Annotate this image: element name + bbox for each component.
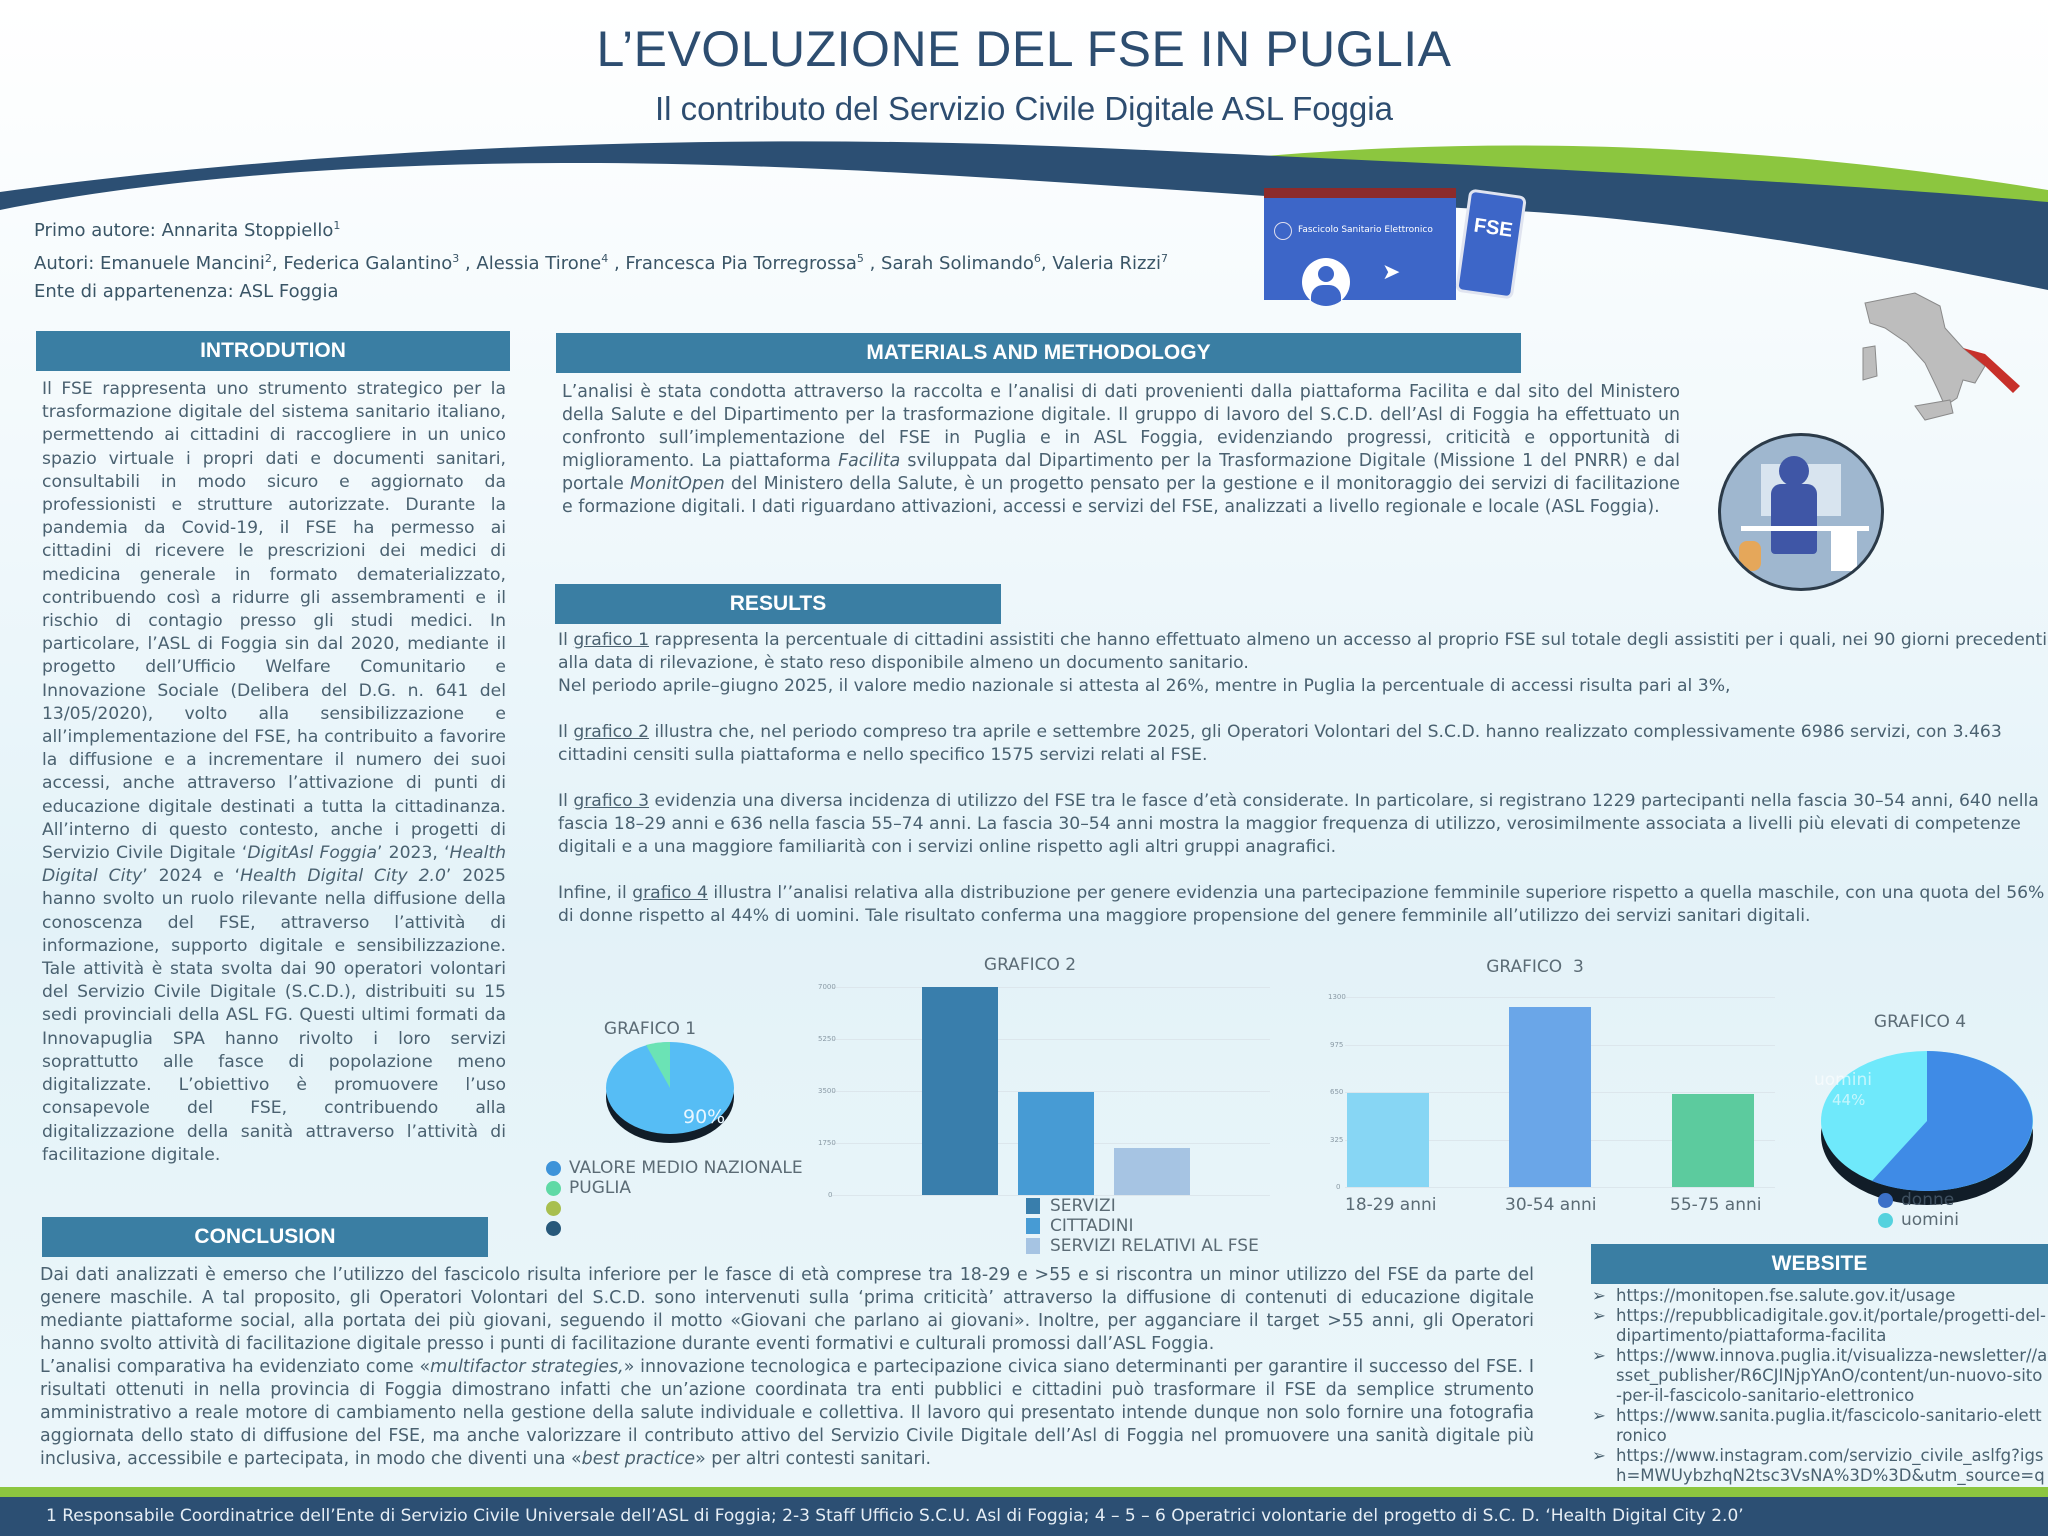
- chart-2-title: GRAFICO 2: [983, 955, 1077, 975]
- chart-2-legend: SERVIZI CITTADINI SERVIZI RELATIVI AL FS…: [1026, 1196, 1259, 1256]
- website-link-repubblicadigitale[interactable]: ➢ https://repubblicadigitale.gov.it/porta…: [1592, 1306, 2047, 1345]
- results-paragraph-1: Il grafico 1 rappresenta la percentuale …: [558, 630, 2048, 673]
- results-text: Il grafico 1 rappresenta la percentuale …: [558, 630, 2048, 926]
- svg-text:uomini: uomini: [1814, 1070, 1872, 1090]
- x-label-18-29: 18-29 anni: [1345, 1195, 1437, 1215]
- chart-grafico-1: GRAFICO 1 90% VALORE MEDIO NAZIONALE PUG…: [540, 1015, 820, 1245]
- italy-map-image: [1862, 292, 2020, 421]
- bar-30-54: [1509, 1007, 1591, 1187]
- header-wave-decoration: [0, 141, 2048, 290]
- bar-servizi: [922, 987, 998, 1195]
- legend-item-servizi-fse: SERVIZI RELATIVI AL FSE: [1026, 1236, 1259, 1256]
- chart-4-title: GRAFICO 4: [1873, 1012, 1967, 1032]
- legend-item-empty-1: [546, 1198, 803, 1218]
- bar-servizi-fse: [1114, 1148, 1190, 1195]
- svg-text:90%: 90%: [683, 1106, 725, 1128]
- phone-image: FSE: [1455, 188, 1527, 300]
- results-paragraph-4: Infine, il grafico 4 illustra l’’analisi…: [558, 883, 2045, 926]
- fse-illustration: Fascicolo Sanitario Elettronico ➤ FSE: [1262, 184, 1537, 326]
- footer-green-band: [0, 1487, 2048, 1497]
- website-list: ➢ https://monitopen.fse.salute.gov.it/usa…: [1592, 1286, 2048, 1487]
- bar-18-29: [1347, 1093, 1429, 1187]
- results-paragraph-3: Il grafico 3 evidenzia una diversa incid…: [558, 791, 2039, 857]
- chart-3-title: GRAFICO 3: [1486, 957, 1584, 977]
- conclusion-heading: CONCLUSION: [42, 1217, 488, 1257]
- poster-title: L’EVOLUZIONE DEL FSE IN PUGLIA: [596, 21, 1452, 77]
- website-link-monitopen[interactable]: ➢ https://monitopen.fse.salute.gov.it/usa…: [1592, 1286, 1956, 1305]
- chart-4-legend: donne uomini: [1878, 1190, 1959, 1230]
- introduction-text: Il FSE rappresenta uno strumento strateg…: [42, 379, 506, 1165]
- bar-55-75: [1672, 1094, 1754, 1187]
- legend-item-servizi: SERVIZI: [1026, 1196, 1259, 1216]
- window-label: Fascicolo Sanitario Elettronico: [1298, 225, 1433, 235]
- results-heading: RESULTS: [555, 584, 1001, 624]
- chart-1-legend: VALORE MEDIO NAZIONALE PUGLIA: [546, 1158, 803, 1238]
- pie-chart-1: 90%: [606, 1041, 734, 1143]
- grafico-4-link[interactable]: grafico 4: [632, 883, 708, 903]
- browser-window-image: Fascicolo Sanitario Elettronico ➤: [1264, 188, 1456, 306]
- bar-cittadini: [1018, 1092, 1094, 1195]
- legend-item-donne: donne: [1878, 1190, 1959, 1210]
- cursor-icon: ➤: [1382, 260, 1401, 285]
- first-author: Primo autore: Annarita Stoppiello1: [34, 219, 341, 241]
- x-label-30-54: 30-54 anni: [1505, 1195, 1597, 1215]
- website-link-innovapuglia[interactable]: ➢ https://www.innova.puglia.it/visualizza…: [1592, 1346, 2048, 1405]
- pie-chart-4: uomini 44%: [1814, 1051, 2033, 1205]
- grafico-1-link[interactable]: grafico 1: [573, 630, 650, 650]
- footer-affiliations: 1 Responsabile Coordinatrice dell’Ente d…: [0, 1497, 2048, 1536]
- x-label-55-75: 55-75 anni: [1670, 1195, 1762, 1215]
- user-avatar-icon: [1302, 258, 1350, 306]
- legend-item-cittadini: CITTADINI: [1026, 1216, 1259, 1236]
- poster-subtitle: Il contributo del Servizio Civile Digita…: [655, 90, 1393, 127]
- legend-item-valore-medio: VALORE MEDIO NAZIONALE: [546, 1158, 803, 1178]
- chart-grafico-4: GRAFICO 4 uomini 44% donne uomini: [1800, 1005, 2048, 1245]
- methodology-text: L’analisi è stata condotta attraverso la…: [562, 382, 1680, 517]
- chart-grafico-3: GRAFICO 3 1300 975 650 325 0 18-29 anni …: [1315, 955, 1775, 1225]
- results-paragraph-2: Il grafico 2 illustra che, nel periodo c…: [558, 722, 2002, 765]
- website-heading: WEBSITE: [1591, 1244, 2048, 1284]
- methodology-heading: MATERIALS AND METHODOLOGY: [556, 333, 1521, 373]
- author-list: Autori: Emanuele Mancini2, Federica Gala…: [34, 252, 1168, 274]
- chart-1-title: GRAFICO 1: [603, 1019, 697, 1039]
- svg-text:44%: 44%: [1832, 1091, 1865, 1109]
- legend-item-empty-2: [546, 1218, 803, 1238]
- grafico-3-link[interactable]: grafico 3: [573, 791, 650, 811]
- chart-grafico-2: GRAFICO 2 7000 5250 3500 1750 0 SERVIZI …: [810, 955, 1280, 1256]
- introduction-heading: INTRODUTION: [36, 331, 510, 371]
- chart-2-plot: 7000 5250 3500 1750 0: [810, 981, 1270, 1199]
- legend-item-uomini: uomini: [1878, 1210, 1959, 1230]
- grafico-2-link[interactable]: grafico 2: [573, 722, 650, 742]
- chart-3-plot: 1300 975 650 325 0: [1315, 993, 1775, 1191]
- conclusion-text: Dai dati analizzati è emerso che l’utili…: [40, 1265, 1534, 1469]
- website-link-sanita-puglia[interactable]: ➢ https://www.sanita.puglia.it/fascicolo-…: [1592, 1406, 2042, 1445]
- authors-block: Primo autore: Annarita Stoppiello1 Autor…: [34, 212, 1168, 306]
- legend-item-puglia: PUGLIA: [546, 1178, 803, 1198]
- desk-worker-illustration: [1718, 433, 1884, 591]
- website-link-instagram[interactable]: ➢ https://www.instagram.com/servizio_civi…: [1592, 1446, 2045, 1487]
- affiliation: Ente di appartenenza: ASL Foggia: [34, 281, 339, 302]
